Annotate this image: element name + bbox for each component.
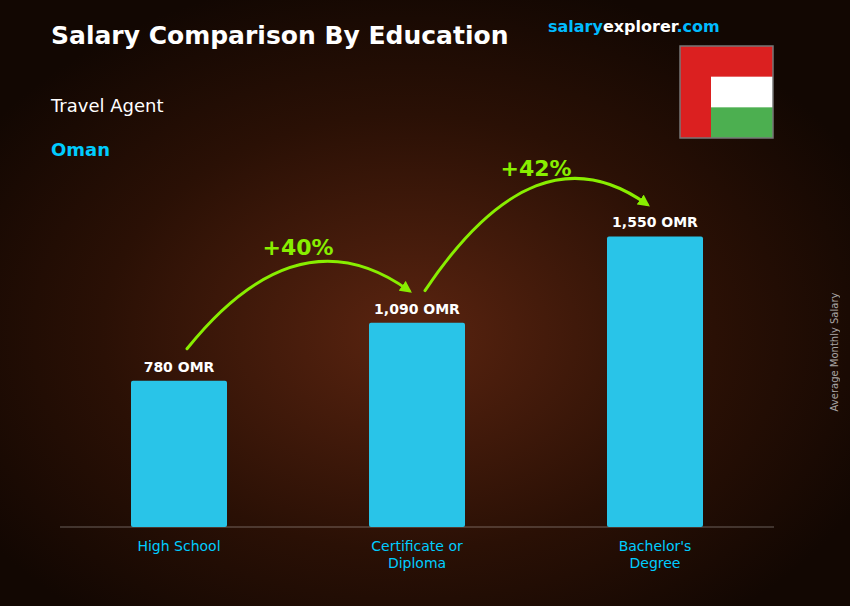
label-line: High School [137, 538, 220, 554]
flag-red-stripe [680, 46, 711, 138]
annotation: +40% [262, 235, 333, 260]
flag-red [711, 46, 773, 77]
x-tick-label: High School [137, 538, 220, 554]
x-tick-label: Certificate orDiploma [371, 538, 463, 571]
brand-part: explorer [603, 17, 679, 36]
flag-white [680, 46, 773, 138]
annotation: +42% [500, 156, 571, 181]
data-label: 1,550 OMR [612, 214, 698, 230]
subtitle: Travel Agent [50, 95, 164, 116]
y-axis-label: Average Monthly Salary [829, 292, 840, 411]
label-line: Bachelor's [619, 538, 692, 554]
arrow [187, 261, 409, 348]
arrow [425, 178, 647, 290]
label-line: Diploma [388, 555, 446, 571]
flag-border [680, 46, 773, 138]
bar [607, 236, 703, 527]
chart: Salary Comparison By Education Travel Age… [0, 0, 850, 606]
label-line: Degree [630, 555, 681, 571]
background [0, 0, 850, 606]
bars [131, 236, 703, 527]
brand-part: .com [676, 17, 719, 36]
data-label: 780 OMR [144, 359, 215, 375]
title: Salary Comparison By Education [51, 21, 508, 50]
brand: salaryexplorer.com [548, 17, 720, 36]
subtitle: Oman [51, 139, 110, 160]
flag-green [711, 107, 773, 138]
flag [680, 46, 773, 138]
bar [131, 381, 227, 527]
data-label: 1,090 OMR [374, 301, 460, 317]
bar [369, 323, 465, 527]
brand-part: salary [548, 17, 603, 36]
label-line: Certificate or [371, 538, 463, 554]
x-tick-label: Bachelor'sDegree [619, 538, 692, 571]
